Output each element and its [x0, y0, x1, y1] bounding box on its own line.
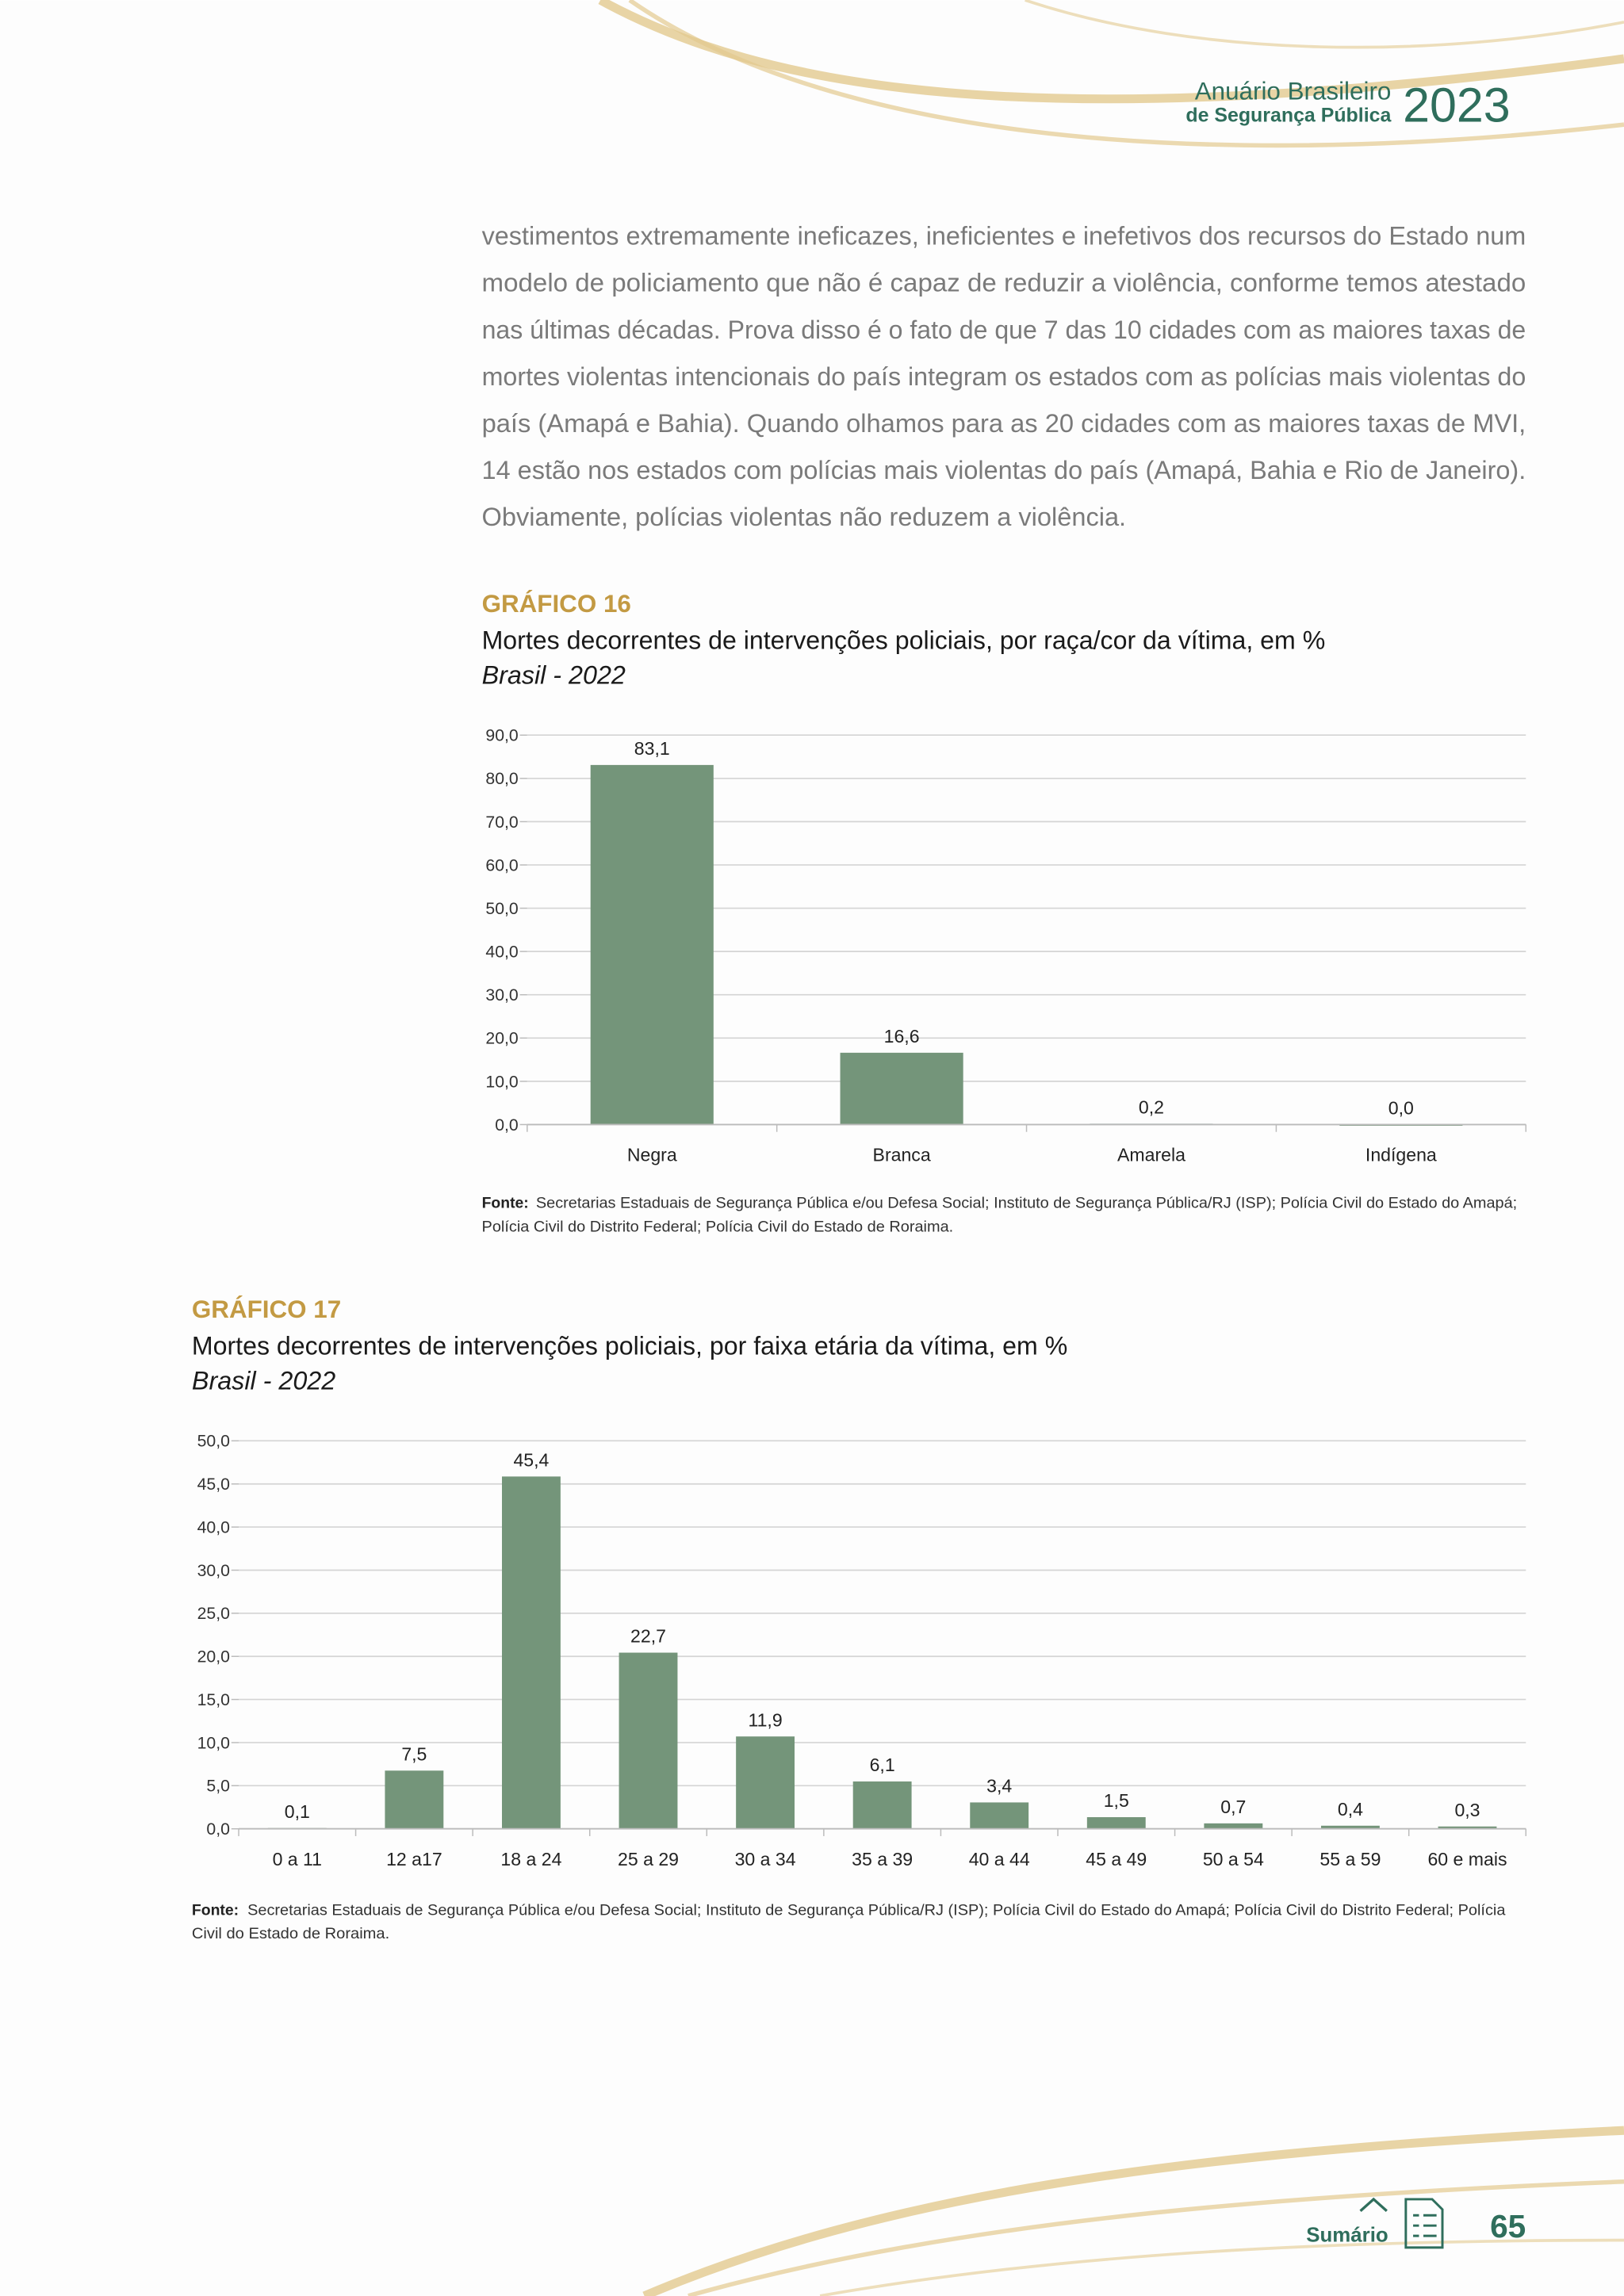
- value-label: 6,1: [870, 1755, 895, 1775]
- y-tick-label: 50,0: [485, 900, 518, 918]
- value-label: 0,7: [1220, 1797, 1246, 1817]
- x-tick-label: 55 a 59: [1320, 1849, 1381, 1869]
- charts: GRÁFICO 16 Mortes decorrentes de interven…: [192, 590, 1527, 1942]
- y-tick-label: 25,0: [197, 1605, 230, 1623]
- y-tick-label: 30,0: [197, 1562, 230, 1580]
- value-label: 0,2: [1139, 1096, 1164, 1117]
- x-tick-label: Indígena: [1365, 1145, 1437, 1165]
- x-tick-label: 40 a 44: [969, 1849, 1030, 1869]
- bar: [852, 1781, 912, 1829]
- value-label: 11,9: [748, 1709, 782, 1730]
- bar: [1086, 1817, 1146, 1829]
- paragraph-line: país (Amapá e Bahia). Quando olhamos par…: [482, 409, 1526, 438]
- value-label: 3,4: [986, 1776, 1012, 1797]
- paragraph-line: mortes violentas intencionais do país in…: [482, 362, 1526, 391]
- y-tick-label: 15,0: [197, 1691, 230, 1709]
- y-tick-label: 5,0: [206, 1777, 230, 1796]
- value-label: 0,3: [1454, 1800, 1480, 1820]
- value-label: 7,5: [401, 1743, 427, 1764]
- bar: [840, 1052, 963, 1125]
- x-tick-label: 18 a 24: [500, 1849, 561, 1869]
- y-tick-label: 20,0: [197, 1648, 230, 1667]
- page-number: 65: [1490, 2208, 1526, 2244]
- x-tick-label: 45 a 49: [1086, 1849, 1147, 1869]
- x-tick-label: 50 a 54: [1203, 1849, 1264, 1869]
- bar: [1320, 1825, 1380, 1829]
- y-tick-label: 50,0: [197, 1433, 230, 1451]
- y-tick-label: 60,0: [485, 856, 518, 874]
- header-title: Anuário Brasileiro: [1195, 78, 1392, 105]
- summary-link[interactable]: Sumário: [1306, 2224, 1388, 2246]
- header-decoration: [598, 0, 1624, 148]
- source-text: Secretarias Estaduais de Segurança Públi…: [536, 1195, 1517, 1212]
- y-tick-label: 80,0: [485, 770, 518, 788]
- chart-title: Mortes decorrentes de intervenções polic…: [482, 626, 1326, 654]
- value-label: 0,4: [1338, 1799, 1363, 1820]
- bar: [1204, 1823, 1263, 1829]
- bar: [736, 1736, 795, 1829]
- body-paragraph: vestimentos extremamente ineficazes, ine…: [482, 222, 1526, 532]
- x-tick-label: Branca: [873, 1145, 931, 1165]
- bar: [1438, 1826, 1497, 1829]
- y-tick-label: 10,0: [485, 1073, 518, 1091]
- paragraph-line: Obviamente, polícias violentas não reduz…: [482, 503, 1127, 531]
- x-tick-label: Amarela: [1117, 1145, 1185, 1165]
- y-tick-label: 20,0: [485, 1030, 518, 1048]
- header-year: 2023: [1403, 78, 1511, 132]
- header-subtitle: de Segurança Pública: [1185, 104, 1392, 126]
- chart-title: Mortes decorrentes de intervenções polic…: [192, 1331, 1067, 1360]
- value-label: 16,6: [884, 1026, 920, 1047]
- chart: GRÁFICO 17 Mortes decorrentes de interven…: [192, 1295, 1527, 1942]
- paragraph-line: 14 estão nos estados com polícias mais v…: [482, 456, 1526, 484]
- bar: [385, 1770, 444, 1829]
- y-tick-label: 40,0: [485, 943, 518, 962]
- y-tick-label: 10,0: [197, 1734, 230, 1752]
- value-label: 1,5: [1104, 1790, 1129, 1811]
- paragraph-line: modelo de policiamento que não é capaz d…: [482, 269, 1526, 297]
- y-tick-label: 0,0: [495, 1116, 519, 1135]
- summary-icon[interactable]: [1404, 2198, 1444, 2249]
- paragraph-line: vestimentos extremamente ineficazes, ine…: [482, 222, 1526, 251]
- y-tick-label: 45,0: [197, 1475, 230, 1494]
- bar: [970, 1802, 1029, 1829]
- value-label: 83,1: [634, 738, 670, 759]
- chart-label: GRÁFICO 17: [192, 1295, 341, 1323]
- source-label: Fonte:: [192, 1902, 239, 1919]
- chart-subtitle: Brasil - 2022: [482, 661, 626, 690]
- y-tick-label: 90,0: [485, 727, 518, 745]
- y-tick-label: 30,0: [485, 986, 518, 1004]
- source-text: Civil do Estado de Roraima.: [192, 1925, 389, 1942]
- value-label: 0,1: [285, 1801, 310, 1822]
- x-tick-label: 12 a17: [386, 1849, 442, 1869]
- value-label: 0,0: [1388, 1098, 1414, 1119]
- x-tick-label: Negra: [627, 1145, 677, 1165]
- y-tick-label: 70,0: [485, 813, 518, 832]
- x-tick-label: 30 a 34: [735, 1849, 796, 1869]
- source-text: Secretarias Estaduais de Segurança Públi…: [247, 1902, 1506, 1919]
- paragraph-line: nas últimas décadas. Prova disso é o fat…: [482, 316, 1526, 344]
- chart-label: GRÁFICO 16: [482, 590, 631, 618]
- footer-decoration: [642, 2126, 1624, 2296]
- bar: [590, 764, 714, 1125]
- summary-arrow[interactable]: [1359, 2197, 1388, 2212]
- source-text: Polícia Civil do Distrito Federal; Políc…: [482, 1218, 954, 1235]
- x-tick-label: 35 a 39: [852, 1849, 913, 1869]
- value-label: 45,4: [513, 1449, 549, 1470]
- bar: [502, 1476, 561, 1829]
- value-label: 22,7: [630, 1626, 666, 1647]
- y-tick-label: 40,0: [197, 1518, 230, 1536]
- x-tick-label: 60 e mais: [1427, 1849, 1507, 1869]
- y-tick-label: 0,0: [206, 1820, 230, 1839]
- chart-subtitle: Brasil - 2022: [192, 1367, 335, 1395]
- x-tick-label: 0 a 11: [273, 1849, 322, 1869]
- bar: [619, 1652, 678, 1829]
- source-label: Fonte:: [482, 1195, 529, 1212]
- chart: GRÁFICO 16 Mortes decorrentes de interven…: [482, 590, 1527, 1235]
- x-tick-label: 25 a 29: [618, 1849, 679, 1869]
